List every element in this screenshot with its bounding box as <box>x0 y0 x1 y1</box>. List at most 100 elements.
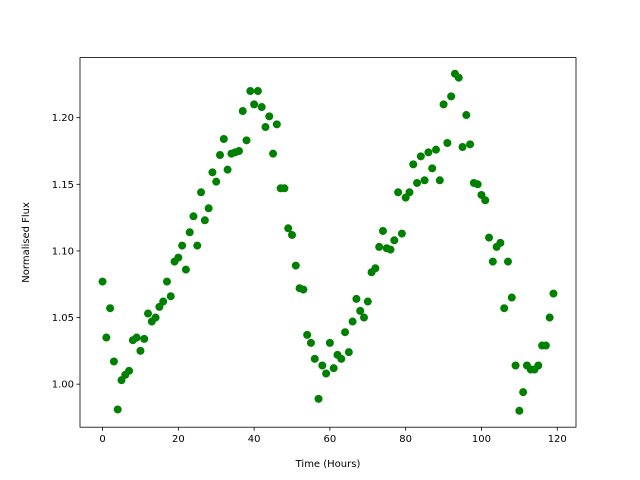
point <box>356 306 365 315</box>
point <box>541 341 550 350</box>
point <box>113 405 122 414</box>
point <box>253 87 262 96</box>
point <box>178 241 187 250</box>
x-axis-label: Time (Hours) <box>295 459 361 470</box>
point <box>322 369 331 378</box>
point <box>212 177 221 186</box>
point <box>98 277 107 286</box>
point <box>435 176 444 185</box>
point <box>458 143 467 152</box>
y-tick-label: 1.05 <box>52 313 74 324</box>
y-tick-label: 1.00 <box>52 380 74 391</box>
point <box>261 123 270 132</box>
point <box>481 196 490 205</box>
point <box>462 111 471 120</box>
point <box>269 149 278 158</box>
point <box>299 285 308 294</box>
point <box>466 140 475 149</box>
point <box>144 309 153 318</box>
x-tick-label: 0 <box>99 434 105 445</box>
point <box>447 92 456 101</box>
point <box>352 294 361 303</box>
point <box>496 238 505 247</box>
point <box>488 257 497 266</box>
point <box>140 334 149 343</box>
point <box>306 338 315 347</box>
point <box>162 277 171 286</box>
point <box>413 178 422 187</box>
point <box>439 100 448 109</box>
point <box>378 226 387 235</box>
point <box>204 204 213 213</box>
point <box>234 146 243 155</box>
point <box>473 180 482 189</box>
point <box>189 212 198 221</box>
point <box>503 257 512 266</box>
point <box>337 354 346 363</box>
point <box>359 313 368 322</box>
point <box>454 73 463 82</box>
point <box>397 229 406 238</box>
point <box>125 366 134 375</box>
point <box>318 361 327 370</box>
point <box>288 230 297 239</box>
point <box>420 176 429 185</box>
point <box>166 292 175 301</box>
point <box>549 289 558 298</box>
point <box>314 394 323 403</box>
point <box>507 293 516 302</box>
point <box>485 233 494 242</box>
x-tick-label: 100 <box>472 434 491 445</box>
point <box>109 357 118 366</box>
point <box>265 112 274 121</box>
point <box>416 152 425 161</box>
point <box>223 165 232 174</box>
point <box>325 338 334 347</box>
point <box>386 245 395 254</box>
point <box>159 297 168 306</box>
y-axis-label: Normalised Flux <box>21 202 32 283</box>
point <box>250 100 259 109</box>
point <box>348 317 357 326</box>
point <box>291 261 300 270</box>
point <box>511 361 520 370</box>
point <box>242 136 251 145</box>
point <box>534 361 543 370</box>
point <box>409 160 418 169</box>
point <box>329 364 338 373</box>
point <box>371 264 380 273</box>
point <box>132 333 141 342</box>
point <box>216 150 225 159</box>
point <box>284 224 293 233</box>
point <box>257 103 266 112</box>
point <box>208 168 217 177</box>
plot-frame <box>79 57 577 428</box>
point <box>443 139 452 148</box>
point <box>185 228 194 237</box>
point <box>303 330 312 339</box>
point <box>545 313 554 322</box>
point <box>136 346 145 355</box>
point <box>238 107 247 116</box>
y-tick-label: 1.20 <box>52 113 74 124</box>
point <box>405 188 414 197</box>
point <box>341 328 350 337</box>
point <box>519 388 528 397</box>
point <box>102 333 111 342</box>
x-tick-label: 40 <box>248 434 261 445</box>
y-tick-label: 1.15 <box>52 180 74 191</box>
point <box>394 188 403 197</box>
point <box>200 216 209 225</box>
point <box>197 188 206 197</box>
point <box>174 253 183 262</box>
point <box>515 406 524 415</box>
point <box>280 184 289 193</box>
point <box>193 241 202 250</box>
x-tick-label: 20 <box>172 434 185 445</box>
point <box>106 304 115 313</box>
y-tick-label: 1.10 <box>52 246 74 257</box>
point <box>375 242 384 251</box>
point <box>310 354 319 363</box>
point <box>500 304 509 313</box>
